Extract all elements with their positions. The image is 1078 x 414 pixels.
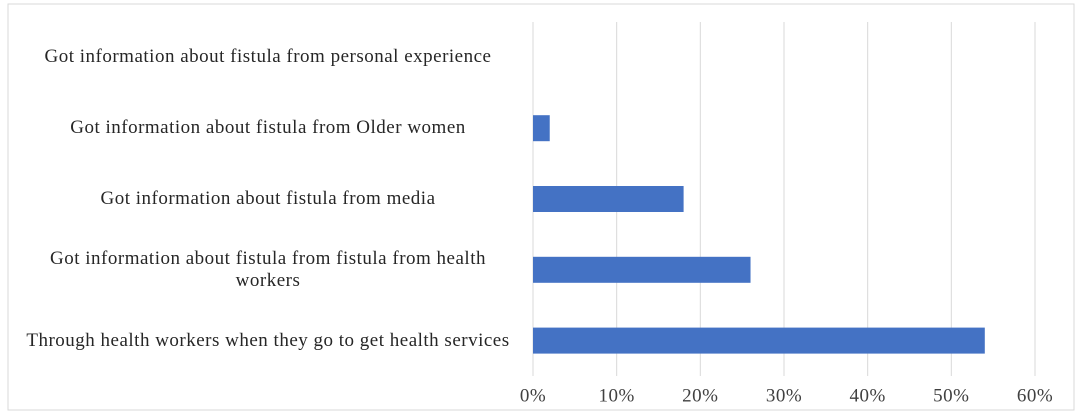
x-tick-label: 60% xyxy=(1017,385,1053,406)
x-tick-label: 20% xyxy=(682,385,718,406)
chart-border xyxy=(7,3,1075,411)
x-tick-label: 0% xyxy=(520,385,546,406)
x-tick-label: 30% xyxy=(766,385,802,406)
y-tick-label: Got information about fistula from fistu… xyxy=(50,247,486,291)
bar xyxy=(533,186,684,212)
bar xyxy=(533,115,550,142)
x-tick-label: 40% xyxy=(850,385,886,406)
bar xyxy=(533,256,751,283)
bar xyxy=(533,327,985,354)
y-tick-label: Got information about fistula from media xyxy=(100,188,436,209)
x-tick-label: 50% xyxy=(933,385,969,406)
y-tick-label: Through health workers when they go to g… xyxy=(26,329,510,351)
y-tick-label: Got information about fistula from Older… xyxy=(70,117,466,139)
y-tick-label: Got information about fistula from perso… xyxy=(44,46,492,68)
x-tick-label: 10% xyxy=(599,385,635,406)
